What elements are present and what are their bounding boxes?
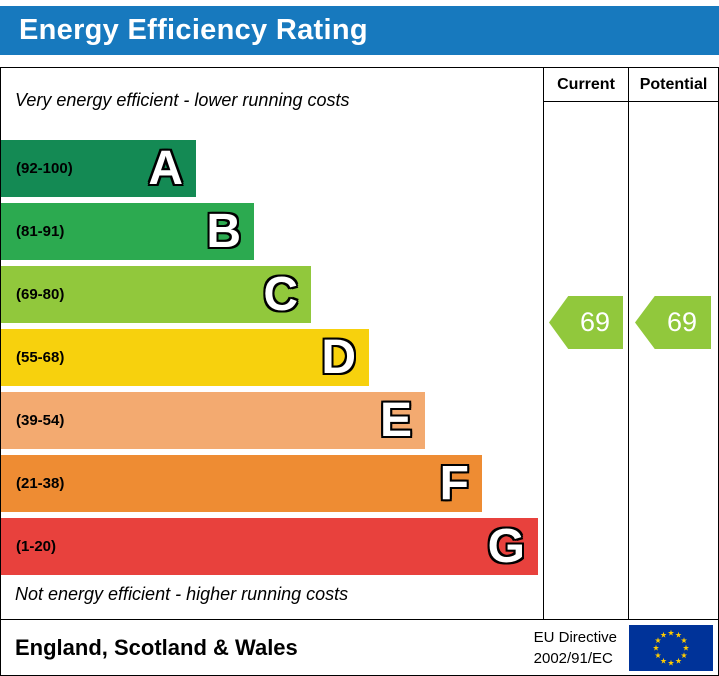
band-d-letter: D — [321, 330, 356, 384]
top-note: Very energy efficient - lower running co… — [15, 90, 350, 110]
band-g-range: (1-20) — [16, 538, 57, 555]
band-g-bar: (1-20) G — [1, 518, 538, 575]
eu-directive-line1: EU Directive — [533, 628, 617, 646]
band-d-bar: (55-68) D — [1, 329, 369, 386]
band-c-bar: (69-80) C — [1, 266, 311, 323]
page-title: Energy Efficiency Rating — [19, 14, 368, 46]
band-c-letter: C — [263, 267, 298, 321]
bands-area: Very energy efficient - lower running co… — [1, 68, 544, 619]
band-row-f: (21-38) F — [1, 455, 538, 512]
band-row-a: (92-100) A — [1, 140, 538, 197]
potential-column: Potential 69 — [628, 68, 718, 619]
eu-directive-label: EU Directive 2002/91/EC — [534, 627, 617, 669]
band-b-bar: (81-91) B — [1, 203, 254, 260]
rating-bands: (92-100) A (81-91) B (69-80) C — [1, 140, 538, 581]
band-row-e: (39-54) E — [1, 392, 538, 449]
current-rating-value: 69 — [579, 307, 611, 337]
current-header: Current — [544, 68, 628, 102]
band-row-d: (55-68) D — [1, 329, 538, 386]
eu-directive-line2: 2002/91/EC — [533, 649, 613, 667]
band-row-c: (69-80) C — [1, 266, 538, 323]
band-a-range: (92-100) — [16, 160, 73, 177]
band-e-letter: E — [379, 393, 412, 447]
band-row-g: (1-20) G — [1, 518, 538, 575]
band-f-bar: (21-38) F — [1, 455, 482, 512]
chart-box: Very energy efficient - lower running co… — [0, 67, 719, 620]
band-a-letter: A — [148, 141, 183, 195]
potential-rating-arrow: 69 — [635, 296, 711, 349]
current-rating-arrow: 69 — [549, 296, 623, 349]
band-g-letter: G — [487, 519, 525, 573]
region-label: England, Scotland & Wales — [15, 634, 298, 660]
bottom-note: Not energy efficient - higher running co… — [15, 584, 349, 604]
band-b-letter: B — [206, 204, 241, 258]
band-e-range: (39-54) — [16, 412, 65, 429]
band-f-letter: F — [439, 456, 469, 510]
title-bar: Energy Efficiency Rating — [0, 6, 719, 55]
current-column: Current 69 — [543, 68, 628, 619]
eu-flag-icon — [629, 624, 713, 671]
footer: England, Scotland & Wales EU Directive 2… — [0, 619, 719, 676]
band-f-range: (21-38) — [16, 475, 65, 492]
band-a-bar: (92-100) A — [1, 140, 196, 197]
band-e-bar: (39-54) E — [1, 392, 425, 449]
band-row-b: (81-91) B — [1, 203, 538, 260]
band-c-range: (69-80) — [16, 286, 65, 303]
band-d-range: (55-68) — [16, 349, 65, 366]
band-b-range: (81-91) — [16, 223, 65, 240]
potential-header: Potential — [629, 68, 718, 102]
potential-rating-value: 69 — [666, 307, 698, 337]
